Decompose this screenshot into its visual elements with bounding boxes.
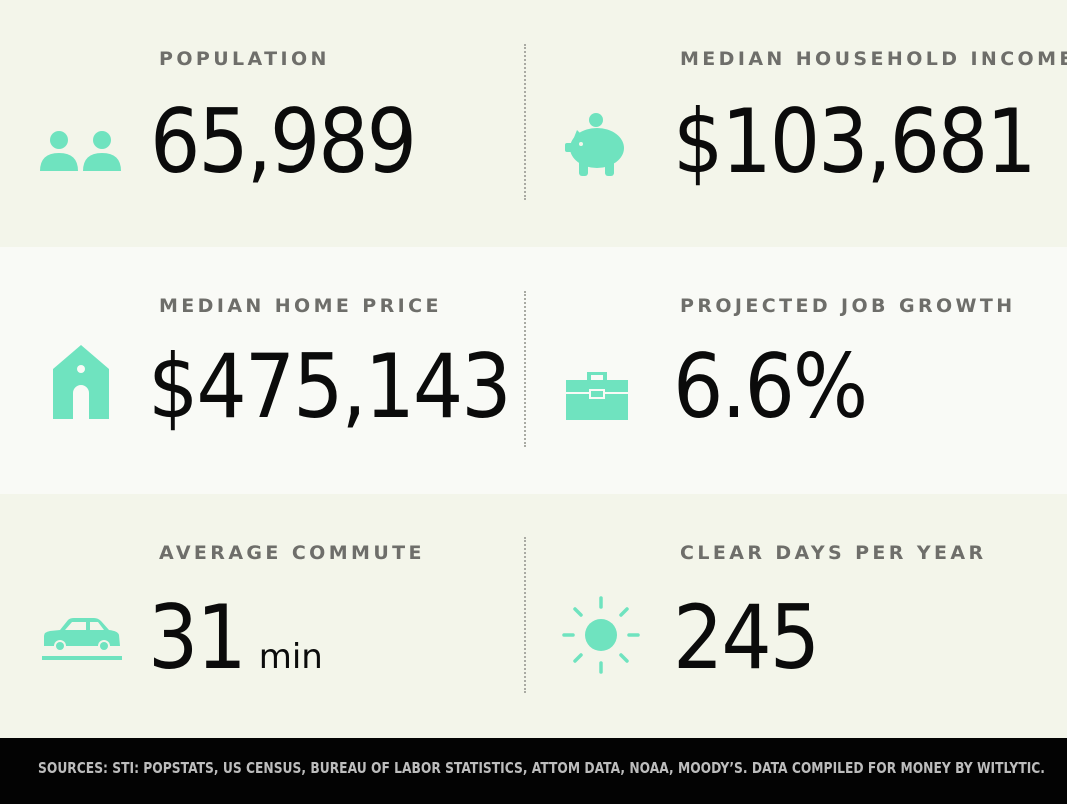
briefcase-icon [566, 372, 628, 420]
population-label: POPULATION [159, 48, 330, 70]
clear-days-value: 245 [673, 586, 820, 689]
sources-text: SOURCES: STI: POPSTATS, US CENSUS, BUREA… [38, 759, 1045, 777]
car-icon [42, 614, 122, 662]
piggy-bank-icon [563, 110, 631, 178]
stats-row-1 [0, 0, 1067, 247]
home-price-value: $475,143 [148, 335, 512, 438]
commute-unit: min [258, 637, 323, 677]
commute-value: 31 min [148, 594, 323, 701]
row-2-divider [524, 291, 526, 447]
population-value: 65,989 [150, 90, 417, 193]
income-label: MEDIAN HOUSEHOLD INCOME [680, 48, 1067, 70]
job-growth-value: 6.6% [673, 335, 868, 438]
sun-icon [562, 596, 640, 674]
row-1-divider [524, 44, 526, 200]
sources-footer: SOURCES: STI: POPSTATS, US CENSUS, BUREA… [0, 738, 1067, 804]
home-price-label: MEDIAN HOME PRICE [159, 295, 442, 317]
stats-row-2 [0, 247, 1067, 494]
row-3-divider [524, 537, 526, 693]
income-value: $103,681 [673, 90, 1037, 193]
commute-label: AVERAGE COMMUTE [159, 542, 425, 564]
people-icon [39, 129, 125, 173]
job-growth-label: PROJECTED JOB GROWTH [680, 295, 1016, 317]
clear-days-label: CLEAR DAYS PER YEAR [680, 542, 987, 564]
commute-number: 31 [148, 586, 247, 689]
stats-row-3 [0, 494, 1067, 738]
house-icon [53, 345, 109, 419]
